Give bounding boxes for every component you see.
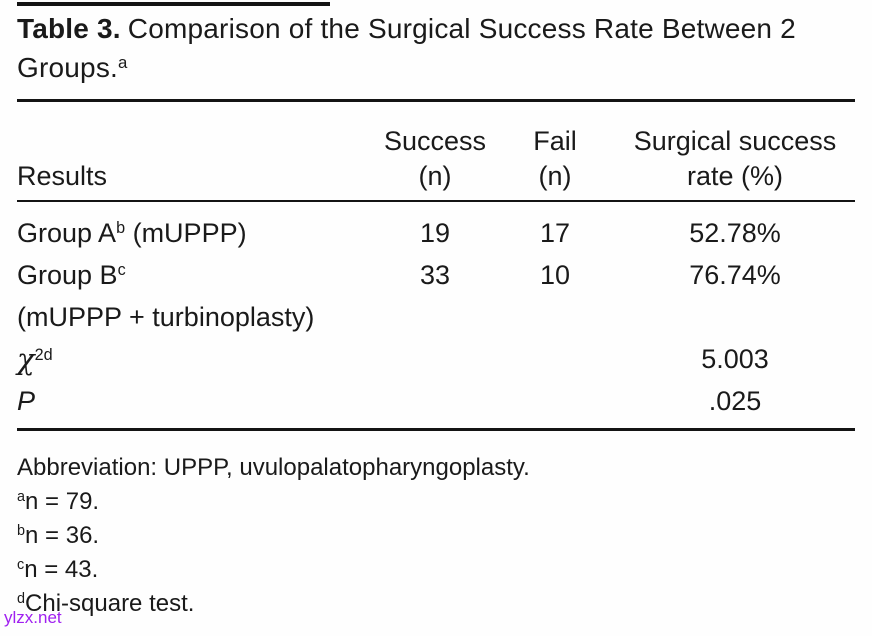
cell-success: 33: [419, 259, 451, 290]
table-number: Table 3.: [17, 13, 121, 44]
footnote-marker: d: [17, 591, 26, 608]
footnote-marker: c: [17, 557, 25, 574]
header-rate: Surgical success rate (%): [615, 124, 855, 194]
cell-rate: 76.74%: [689, 259, 781, 290]
watermark-link[interactable]: ylzx.net: [4, 608, 62, 627]
row-label-text: Group A: [17, 217, 117, 248]
cell-success: 19: [419, 217, 451, 248]
footnote-text: n = 79.: [25, 488, 100, 515]
caption-top-rule: [17, 2, 330, 6]
row-label: P: [17, 386, 375, 417]
cell-rate: 52.78%: [689, 217, 781, 248]
p-symbol: P: [17, 385, 36, 416]
table-body: Group Ab (mUPPP) 19 17 52.78% Group Bc 3…: [17, 212, 855, 422]
row-label: Group Bc: [17, 260, 375, 291]
footnote-text: n = 43.: [24, 556, 99, 583]
footnote-text: Abbreviation: UPPP, uvulopalatopharyngop…: [17, 454, 530, 481]
footnote-b: bn = 36.: [17, 519, 855, 553]
caption-text: Comparison of the Surgical Success Rate …: [127, 13, 796, 44]
cell-rate: .025: [708, 385, 762, 416]
caption-line-2: Groups.a: [17, 48, 855, 87]
cell-fail: 17: [539, 217, 571, 248]
caption-line-1: Table 3. Comparison of the Surgical Succe…: [17, 9, 855, 48]
table-row-group-b-continuation: (mUPPP + turbinoplasty): [17, 296, 855, 338]
footnote-a: an = 79.: [17, 485, 855, 519]
header-rate-line1: Surgical success: [633, 126, 837, 156]
table-header-row: Results Success (n) Fail (n) Surgical su…: [17, 108, 855, 194]
row-footnote-marker: 2d: [34, 346, 53, 365]
row-footnote-marker: c: [117, 260, 126, 279]
row-label-text: Group B: [17, 259, 118, 290]
row-label-text: (mUPPP + turbinoplasty): [17, 301, 315, 332]
caption-footnote-marker: a: [118, 52, 128, 72]
footnote-c: cn = 43.: [17, 553, 855, 587]
row-label: χ2d: [17, 342, 375, 376]
footnote-abbreviation: Abbreviation: UPPP, uvulopalatopharyngop…: [17, 451, 855, 485]
cell-rate: 5.003: [701, 343, 769, 374]
header-fail: Fail (n): [495, 124, 615, 194]
footnote-marker: b: [17, 523, 26, 540]
caption-text-2: Groups.: [17, 52, 118, 83]
footnote-text: Chi-square test.: [25, 590, 195, 617]
row-label: (mUPPP + turbinoplasty): [17, 302, 375, 333]
table-top-rule: [17, 99, 855, 102]
footnote-d: dChi-square test.: [17, 587, 855, 621]
footnote-text: n = 36.: [25, 522, 100, 549]
chi-symbol: χ: [17, 342, 35, 376]
row-label: Group Ab (mUPPP): [17, 218, 375, 249]
header-success: Success (n): [375, 124, 495, 194]
header-success-line2: (n): [418, 161, 452, 191]
table-caption: Table 3. Comparison of the Surgical Succe…: [17, 9, 855, 87]
table-bottom-rule: [17, 428, 855, 431]
header-rate-line2: rate (%): [686, 161, 784, 191]
table-footnotes: Abbreviation: UPPP, uvulopalatopharyngop…: [17, 451, 855, 621]
table-row-group-a: Group Ab (mUPPP) 19 17 52.78%: [17, 212, 855, 254]
row-label-suffix: (mUPPP): [125, 217, 247, 248]
header-fail-line1: Fail: [533, 126, 577, 156]
table-row-group-b: Group Bc 33 10 76.74%: [17, 254, 855, 296]
table-header-rule: [17, 200, 855, 202]
table-row-p-value: P .025: [17, 380, 855, 422]
footnote-marker: a: [17, 489, 26, 506]
row-footnote-marker: b: [116, 218, 126, 237]
table-row-chi-square: χ2d 5.003: [17, 338, 855, 380]
header-fail-line2: (n): [538, 161, 572, 191]
cell-fail: 10: [539, 259, 571, 290]
header-success-line1: Success: [383, 126, 487, 156]
header-results: Results: [17, 161, 108, 191]
